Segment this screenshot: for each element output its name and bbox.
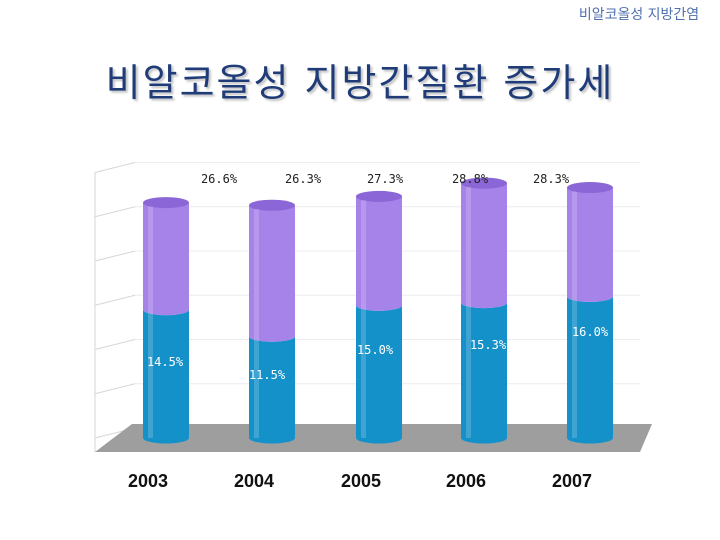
bar-lower-segment (461, 302, 507, 444)
bar-top-cap (143, 197, 189, 209)
bar-upper-segment (461, 183, 507, 309)
corner-label: 비알코올성 지방간염 (578, 7, 700, 23)
x-axis-ticks: 2003 2004 2005 2006 2007 (128, 471, 592, 491)
bar-lower-segment (567, 296, 613, 444)
lower-segment-label: 15.0% (357, 343, 394, 357)
bar-highlight (361, 200, 366, 438)
total-label: 26.6% (201, 172, 238, 186)
grid-line (94, 294, 136, 306)
bar-upper-segment (249, 205, 295, 342)
bar-lower-segment (143, 309, 189, 444)
grid-line (94, 383, 136, 395)
bar-upper-segment (143, 202, 189, 316)
bar-top-cap (461, 177, 507, 189)
lower-segment-label: 14.5% (147, 355, 184, 369)
total-label: 27.3% (367, 172, 404, 186)
bar-upper-segment (567, 187, 613, 302)
x-tick-label: 2003 (128, 471, 168, 491)
total-label: 26.3% (285, 172, 322, 186)
grid-line (94, 206, 136, 218)
data-labels: 26.6% 26.3% 27.3% 28.8% 28.3% 14.5% 11.5% 15.0%… (147, 172, 609, 382)
x-tick-label: 2006 (446, 471, 486, 491)
slide-title: 비알코올성 지방간질환 증가세 (105, 61, 615, 105)
bar-highlight (148, 206, 153, 438)
lower-segment-label: 16.0% (572, 325, 609, 339)
grid-line (94, 250, 136, 262)
bar-lower-segment (356, 305, 403, 444)
x-tick-label: 2004 (234, 471, 274, 491)
bar-top-cap (567, 182, 613, 194)
grid-line (94, 339, 136, 350)
x-tick-label: 2007 (552, 471, 592, 491)
lower-segment-label: 11.5% (249, 368, 286, 382)
bar-lower-segment (249, 336, 295, 444)
lower-segment-label: 15.3% (470, 338, 507, 352)
bar-top-cap (356, 190, 402, 202)
bars (143, 177, 613, 444)
bar-top-cap (249, 199, 295, 211)
total-label: 28.8% (452, 172, 489, 186)
bar-highlight (466, 187, 471, 438)
bar-upper-segment (356, 196, 403, 311)
bar-highlight (572, 191, 577, 438)
grid-line (94, 162, 136, 173)
bar-highlight (254, 209, 259, 438)
x-tick-label: 2005 (341, 471, 381, 491)
total-label: 28.3% (533, 172, 570, 186)
